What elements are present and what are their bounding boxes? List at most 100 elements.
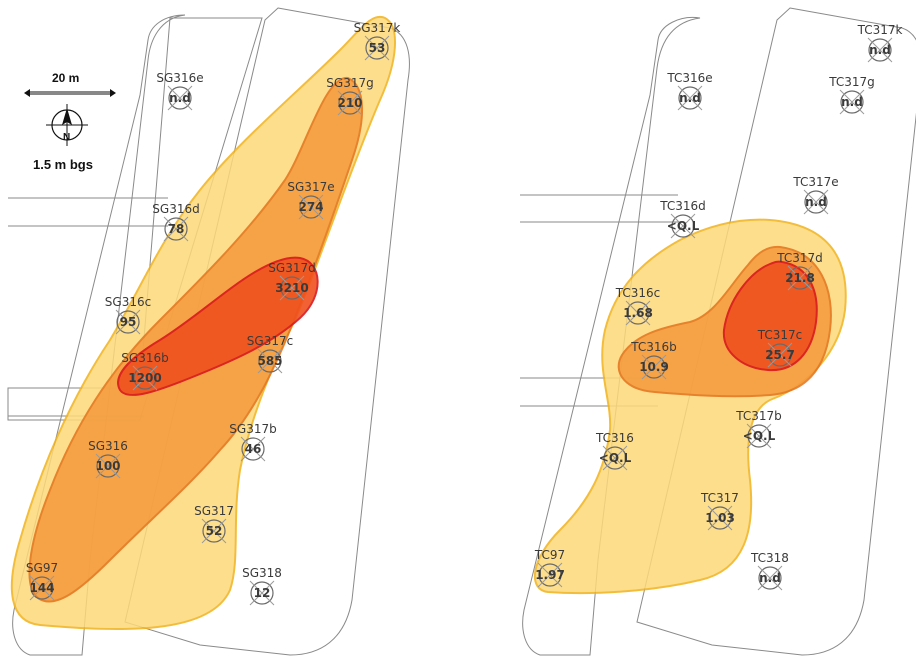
sample-point-sg317e: SG317e 274	[287, 180, 335, 220]
well-marker-icon	[767, 342, 793, 368]
sample-point-id: TC317g	[828, 75, 875, 89]
well-marker-icon	[167, 85, 193, 111]
sample-point-value: 1.68	[623, 306, 653, 320]
sample-point-id: TC317	[700, 491, 739, 505]
scale-bar: 20 m	[24, 71, 116, 97]
sample-point-sg317c: SG317c 585	[247, 334, 293, 374]
sample-point-id: SG317k	[354, 21, 401, 35]
well-marker-icon	[839, 89, 865, 115]
sample-point-sg316b: SG316b 1200	[121, 351, 169, 391]
sample-point-id: SG317g	[326, 76, 373, 90]
sample-point-value: 210	[337, 96, 362, 110]
sample-point-id: SG318	[242, 566, 282, 580]
left-plume-high	[117, 256, 319, 396]
sample-point-value: n.d	[759, 571, 781, 585]
sample-point-id: TC318	[750, 551, 789, 565]
sample-point-value: 274	[298, 200, 323, 214]
sample-point-tc317g: TC317g n.d	[828, 75, 875, 115]
sample-point-id: SG317	[194, 504, 234, 518]
sample-point-id: SG316d	[152, 202, 199, 216]
sample-point-tc317: TC317 1.03	[700, 491, 739, 531]
sample-point-value: 144	[29, 581, 54, 595]
sample-point-id: TC317e	[792, 175, 838, 189]
sample-point-id: TC317d	[776, 251, 823, 265]
well-marker-icon	[249, 580, 275, 606]
well-marker-icon	[163, 216, 189, 242]
sample-point-tc317c: TC317c 25.7	[757, 328, 803, 368]
sample-point-id: SG317c	[247, 334, 293, 348]
sample-point-value: 1.03	[705, 511, 735, 525]
well-marker-icon	[298, 194, 324, 220]
well-marker-icon	[757, 565, 783, 591]
well-marker-icon	[803, 189, 829, 215]
well-marker-icon	[641, 354, 667, 380]
sample-point-id: SG316e	[156, 71, 203, 85]
well-marker-icon	[257, 348, 283, 374]
sample-point-tc316b: TC316b 10.9	[630, 340, 677, 380]
sample-point-tc317e: TC317e n.d	[792, 175, 839, 215]
well-marker-icon	[707, 505, 733, 531]
sample-point-value: 1200	[128, 371, 161, 385]
left-sample-points: SG317k 53 SG316e n.d SG317g 210 SG317e 274 SG316…	[26, 21, 401, 606]
sample-point-value: 52	[206, 524, 223, 538]
sample-point-tc317k: TC317k n.d	[857, 23, 902, 63]
sample-point-id: TC317c	[757, 328, 803, 342]
sample-point-value: 21.8	[785, 271, 815, 285]
sample-point-id: TC316	[595, 431, 634, 445]
sample-point-value: <Q.L	[743, 429, 776, 443]
depth-label: 1.5 m bgs	[33, 157, 93, 172]
sample-point-value: 585	[257, 354, 282, 368]
sample-point-tc317d: TC317d 21.8	[776, 251, 823, 291]
sample-point-id: SG317d	[268, 261, 315, 275]
sample-point-value: n.d	[679, 91, 701, 105]
sample-point-value: <Q.L	[667, 219, 700, 233]
well-marker-icon	[670, 213, 696, 239]
well-marker-icon	[337, 90, 363, 116]
left-map: SG317k 53 SG316e n.d SG317g 210 SG317e 274 SG316…	[7, 7, 410, 656]
sample-point-id: TC316c	[615, 286, 661, 300]
sample-point-id: TC316b	[630, 340, 677, 354]
sample-point-tc97: TC97 1.97	[534, 548, 565, 588]
north-arrow-label: N	[63, 132, 70, 143]
sample-point-value: 95	[120, 315, 137, 329]
sample-point-value: 12	[254, 586, 271, 600]
well-marker-icon	[115, 309, 141, 335]
well-marker-icon	[201, 518, 227, 544]
sample-point-sg316d: SG316d 78	[152, 202, 200, 242]
sample-point-sg317: SG317 52	[194, 504, 234, 544]
sample-point-id: SG316c	[105, 295, 151, 309]
sample-point-value: 78	[168, 222, 185, 236]
well-marker-icon	[537, 562, 563, 588]
right-plume-high	[722, 260, 818, 372]
sample-point-value: 3210	[275, 281, 308, 295]
sample-point-id: SG317b	[229, 422, 276, 436]
sample-point-sg316: SG316 100	[88, 439, 128, 479]
scale-bar-label: 20 m	[52, 71, 79, 85]
sample-point-value: 53	[369, 41, 386, 55]
sample-point-tc316d: TC316d <Q.L	[659, 199, 706, 239]
well-marker-icon	[95, 453, 121, 479]
sample-point-value: 46	[245, 442, 262, 456]
sample-point-sg318: SG318 12	[242, 566, 282, 606]
sample-point-sg97: SG97 144	[26, 561, 58, 601]
sample-point-id: SG317e	[287, 180, 334, 194]
sample-point-tc317b: TC317b <Q.L	[735, 409, 782, 449]
sample-point-sg317g: SG317g 210	[326, 76, 374, 116]
sample-point-tc318: TC318 n.d	[750, 551, 789, 591]
sample-point-sg317k: SG317k 53	[354, 21, 401, 61]
sample-point-id: TC317b	[735, 409, 782, 423]
sample-point-value: <Q.L	[599, 451, 632, 465]
well-marker-icon	[279, 275, 305, 301]
sample-point-sg316c: SG316c 95	[105, 295, 151, 335]
sample-point-sg317d: SG317d 3210	[268, 261, 316, 301]
sample-point-tc316e: TC316e n.d	[666, 71, 713, 111]
sample-point-value: n.d	[805, 195, 827, 209]
well-marker-icon	[132, 365, 158, 391]
well-marker-icon	[625, 300, 651, 326]
well-marker-icon	[240, 436, 266, 462]
sample-point-value: 1.97	[535, 568, 565, 582]
sample-point-value: n.d	[169, 91, 191, 105]
right-map: TC317kn.dTC316en.dTC317gn.dTC317en.dTC31…	[520, 7, 916, 656]
sample-point-tc316: TC316 <Q.L	[595, 431, 634, 471]
